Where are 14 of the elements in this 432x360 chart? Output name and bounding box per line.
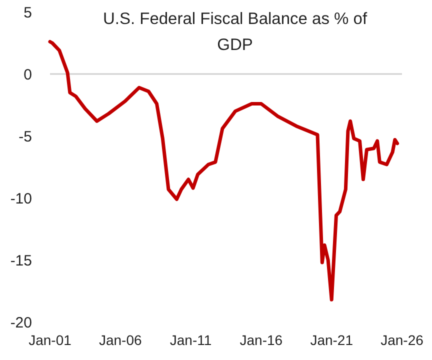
y-tick-label: -5 xyxy=(18,128,32,146)
x-tick-label: Jan-21 xyxy=(310,332,354,348)
line-series xyxy=(48,40,400,302)
x-tick-label: Jan-01 xyxy=(28,332,72,348)
y-tick-label: 0 xyxy=(24,66,32,84)
y-tick-label: -15 xyxy=(10,252,32,270)
text: U.S. Federal Fiscal Balance as % of GDP xyxy=(102,10,368,54)
y-tick-label: -20 xyxy=(10,314,32,332)
x-tick-label: Jan-11 xyxy=(170,332,212,348)
y-tick-label: 5 xyxy=(24,4,32,22)
x-tick-label: Jan-26 xyxy=(380,332,424,348)
y-tick-label: -10 xyxy=(10,190,32,208)
x-tick-label: Jan-16 xyxy=(240,332,283,348)
x-tick-label: Jan-06 xyxy=(98,332,142,348)
